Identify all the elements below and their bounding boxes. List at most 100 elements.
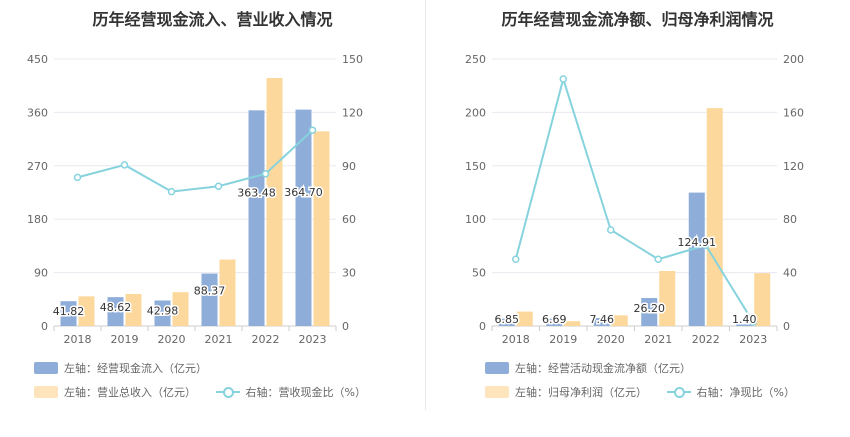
right-axis-tick-label: 200 xyxy=(783,53,804,66)
right-axis-tick-label: 120 xyxy=(783,160,804,173)
right-axis-tick-label: 0 xyxy=(342,320,349,333)
legend-row-2: 左轴：归母净利润（亿元） 右轴：净现比（%） xyxy=(485,384,811,401)
left-axis-tick-label: 50 xyxy=(472,267,486,280)
legend-line-marker-icon xyxy=(215,386,240,398)
bar-primary xyxy=(60,301,77,326)
ratio-point xyxy=(749,318,757,327)
legend-item-net-profit[interactable]: 左轴：归母净利润（亿元） xyxy=(485,384,647,400)
legend-label: 左轴：经营活动现金流净额（亿元） xyxy=(515,362,691,375)
ratio-point xyxy=(654,255,662,263)
bar-primary xyxy=(498,318,515,326)
bar-primary xyxy=(593,318,610,326)
chart-title: 历年经营现金流净额、归母净利润情况 xyxy=(501,10,774,29)
bar-data-label: 42.98 xyxy=(147,304,179,317)
right-axis-tick-label: 80 xyxy=(783,213,797,226)
left-axis-tick-label: 150 xyxy=(465,160,486,173)
bar-secondary xyxy=(78,296,95,326)
right-axis-tick-label: 40 xyxy=(783,267,797,280)
x-axis-tick-label: 2023 xyxy=(299,333,327,346)
bar-secondary xyxy=(172,292,189,326)
right-axis-tick-label: 90 xyxy=(342,160,356,173)
x-axis-tick-label: 2019 xyxy=(549,333,577,346)
left-axis-tick-label: 200 xyxy=(465,106,486,119)
bar-secondary xyxy=(516,311,533,326)
legend-label: 左轴：营业总收入（亿元） xyxy=(64,386,196,399)
bar-secondary xyxy=(125,293,142,326)
legend-swatch-orange xyxy=(34,386,58,398)
bar-data-label: 363.48 xyxy=(237,187,276,200)
ratio-point xyxy=(559,75,567,83)
legend-item-cash-ratio[interactable]: 右轴：营收现金比（%） xyxy=(215,384,366,400)
legend-swatch-blue xyxy=(485,362,509,374)
legend-row-1: 左轴：经营活动现金流净额（亿元） xyxy=(485,360,707,377)
bar-primary xyxy=(201,273,218,326)
bar-data-label: 7.46 xyxy=(590,313,615,326)
bar-secondary xyxy=(659,270,676,326)
right-chart-plot: 0 50 100 150 200 250 0 40 80 120 160 200 2018 2019 202… xyxy=(465,53,804,346)
bar-secondary xyxy=(313,131,330,326)
bar-primary xyxy=(107,297,124,326)
bar-secondary xyxy=(219,259,236,326)
x-axis-tick-label: 2020 xyxy=(158,333,186,346)
legend-item-revenue[interactable]: 左轴：营业总收入（亿元） xyxy=(34,384,196,400)
legend-item-net-cash-flow[interactable]: 左轴：经营活动现金流净额（亿元） xyxy=(485,360,691,376)
ratio-point xyxy=(702,241,710,249)
bar-secondary xyxy=(706,108,723,327)
legend-item-net-cash-ratio[interactable]: 右轴：净现比（%） xyxy=(666,384,795,400)
ratio-point xyxy=(214,182,223,191)
bar-secondary xyxy=(754,273,771,326)
legend-label: 左轴：归母净利润（亿元） xyxy=(515,386,647,399)
ratio-point xyxy=(120,161,129,169)
x-axis-tick-label: 2022 xyxy=(252,333,280,346)
left-axis-tick-label: 250 xyxy=(465,53,486,66)
legend-row-2: 左轴：营业总收入（亿元） 右轴：营收现金比（%） xyxy=(34,384,382,401)
right-axis-tick-label: 0 xyxy=(783,320,790,333)
panel-divider xyxy=(425,0,426,410)
legend-item-cash-inflow[interactable]: 左轴：经营现金流入（亿元） xyxy=(34,360,207,376)
chart-title: 历年经营现金流入、营业收入情况 xyxy=(92,10,333,29)
bar-primary xyxy=(248,110,265,326)
left-chart-panel: 历年经营现金流入、营业收入情况 0 90 180 270 360 450 0 30 60 90 12… xyxy=(27,10,382,401)
ratio-point xyxy=(308,126,317,134)
legend-swatch-orange xyxy=(485,386,509,398)
left-axis-tick-label: 90 xyxy=(34,267,48,280)
bar-primary xyxy=(154,300,171,326)
bar-secondary xyxy=(611,315,628,326)
bar-data-label: 1.40 xyxy=(732,313,757,326)
bar-primary xyxy=(641,298,658,326)
bar-primary xyxy=(688,192,705,326)
x-axis-tick-label: 2022 xyxy=(692,333,720,346)
bar-primary xyxy=(736,324,753,326)
right-axis-tick-label: 150 xyxy=(342,53,363,66)
legend-row-1: 左轴：经营现金流入（亿元） xyxy=(34,360,223,377)
legend-label: 左轴：经营现金流入（亿元） xyxy=(64,362,207,375)
right-axis-tick-label: 160 xyxy=(783,106,804,119)
bar-data-label: 26.20 xyxy=(634,302,666,315)
ratio-line xyxy=(514,75,755,323)
ratio-point xyxy=(261,170,270,178)
left-axis-tick-label: 270 xyxy=(27,160,48,173)
legend-label: 右轴：净现比（%） xyxy=(696,386,795,399)
x-axis-tick-label: 2023 xyxy=(739,333,767,346)
ratio-point xyxy=(167,187,176,196)
left-axis-tick-label: 0 xyxy=(41,320,48,333)
right-axis-tick-label: 120 xyxy=(342,106,363,119)
x-axis-tick-label: 2021 xyxy=(205,333,233,346)
right-axis-tick-label: 30 xyxy=(342,267,356,280)
x-axis-tick-label: 2018 xyxy=(64,333,92,346)
bar-data-label: 124.91 xyxy=(678,236,717,249)
right-axis-tick-label: 60 xyxy=(342,213,356,226)
bar-secondary xyxy=(266,77,283,326)
bar-secondary xyxy=(564,321,581,326)
x-axis-tick-label: 2019 xyxy=(111,333,139,346)
ratio-point xyxy=(607,226,615,234)
left-chart-plot: 0 90 180 270 360 450 0 30 60 90 120 150 2018 2019 2020… xyxy=(27,53,363,346)
bar-data-label: 41.82 xyxy=(53,305,85,318)
x-axis-tick-label: 2020 xyxy=(597,333,625,346)
bar-data-label: 48.62 xyxy=(100,301,132,314)
left-axis-tick-label: 450 xyxy=(27,53,48,66)
ratio-line xyxy=(77,129,314,193)
left-axis-tick-label: 100 xyxy=(465,213,486,226)
x-axis-tick-label: 2021 xyxy=(644,333,672,346)
legend-label: 右轴：营收现金比（%） xyxy=(245,386,366,399)
